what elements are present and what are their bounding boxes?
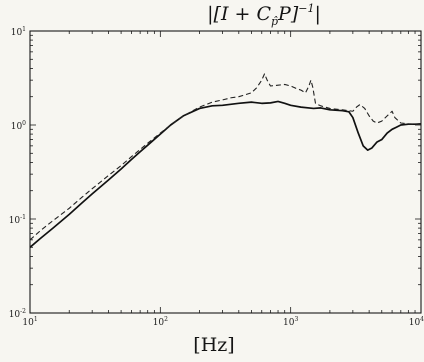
x-tick-label-base: 10 — [153, 318, 165, 328]
x-axis-label: [Hz] — [193, 334, 234, 356]
y-tick-label-exponent: 0 — [22, 120, 26, 127]
chart-title-superscript: −1 — [298, 2, 314, 15]
y-tick-label-base: 10 — [9, 216, 21, 226]
x-tick-label-exponent: 4 — [420, 316, 424, 323]
plot-frame — [29, 30, 422, 314]
x-tick-label-base: 10 — [283, 318, 295, 328]
x-tick-label-exponent: 2 — [164, 316, 168, 323]
y-tick-label: 10-1 — [9, 214, 26, 226]
chart-title-subscript: p̂ — [271, 15, 278, 28]
y-tick-label-exponent: -1 — [20, 214, 26, 221]
series-group — [29, 73, 422, 248]
chart-title-open: |[I + C — [207, 3, 271, 25]
y-tick-label: 101 — [11, 26, 26, 38]
x-tick-label: 102 — [153, 316, 168, 328]
series-line-dashed — [29, 73, 422, 241]
series-line-solid — [29, 100, 422, 248]
y-tick-label-base: 10 — [11, 122, 23, 132]
x-tick-label: 104 — [409, 316, 424, 328]
axis-ticks — [29, 31, 421, 314]
y-tick-label-exponent: 1 — [22, 26, 26, 33]
x-tick-label-exponent: 3 — [294, 316, 298, 323]
y-tick-label-exponent: -2 — [20, 308, 26, 315]
y-tick-label: 10-2 — [9, 308, 26, 320]
y-tick-label-base: 10 — [9, 310, 21, 320]
x-tick-label-exponent: 1 — [34, 316, 38, 323]
chart-title: |[I + Cp̂P]−1| — [207, 2, 321, 28]
chart-title-end: | — [314, 3, 320, 25]
x-tick-label: 103 — [283, 316, 298, 328]
x-tick-label-base: 10 — [409, 318, 421, 328]
x-tick-label: 101 — [22, 316, 37, 328]
y-tick-label-base: 10 — [11, 28, 23, 38]
chart-title-close: P] — [277, 3, 299, 25]
y-tick-label: 100 — [11, 120, 26, 132]
x-tick-label-base: 10 — [22, 318, 34, 328]
